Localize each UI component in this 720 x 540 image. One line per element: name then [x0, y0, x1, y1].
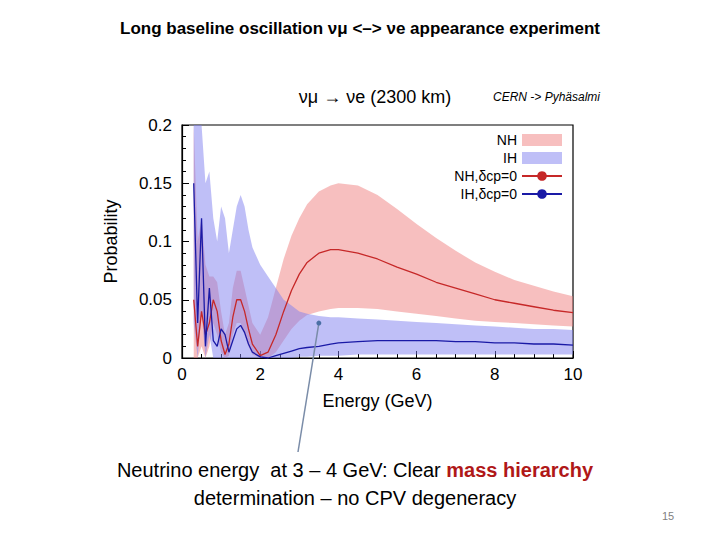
- svg-text:Probability: Probability: [101, 199, 121, 283]
- svg-text:0.15: 0.15: [139, 174, 172, 193]
- svg-text:6: 6: [412, 365, 421, 384]
- svg-text:NH: NH: [497, 132, 517, 148]
- svg-text:Long baseline oscillation νμ <: Long baseline oscillation νμ <–> νe appe…: [120, 19, 600, 38]
- svg-text:Neutrino energy at 3 – 4 GeV:: Neutrino energy at 3 – 4 GeV: Clear: [117, 459, 446, 481]
- svg-text:0.05: 0.05: [139, 290, 172, 309]
- svg-text:0: 0: [177, 365, 186, 384]
- svg-text:15: 15: [662, 510, 674, 522]
- svg-text:4: 4: [334, 365, 343, 384]
- svg-text:mass hierarchy: mass hierarchy: [446, 459, 594, 481]
- svg-text:determination – no CPV degener: determination – no CPV degeneracy: [194, 487, 516, 509]
- svg-text:0: 0: [163, 349, 172, 368]
- svg-text:νμ → νe (2300 km): νμ → νe (2300 km): [299, 87, 451, 107]
- svg-text:Energy (GeV): Energy (GeV): [322, 391, 432, 411]
- svg-text:2: 2: [255, 365, 264, 384]
- svg-text:8: 8: [490, 365, 499, 384]
- svg-text:0.1: 0.1: [148, 232, 172, 251]
- svg-text:10: 10: [564, 365, 583, 384]
- svg-text:IH,δcp=0: IH,δcp=0: [461, 186, 518, 202]
- svg-text:CERN -> Pyhäsalmi: CERN -> Pyhäsalmi: [493, 90, 600, 104]
- svg-text:0.2: 0.2: [148, 116, 172, 135]
- svg-text:IH: IH: [503, 150, 517, 166]
- svg-text:NH,δcp=0: NH,δcp=0: [454, 168, 517, 184]
